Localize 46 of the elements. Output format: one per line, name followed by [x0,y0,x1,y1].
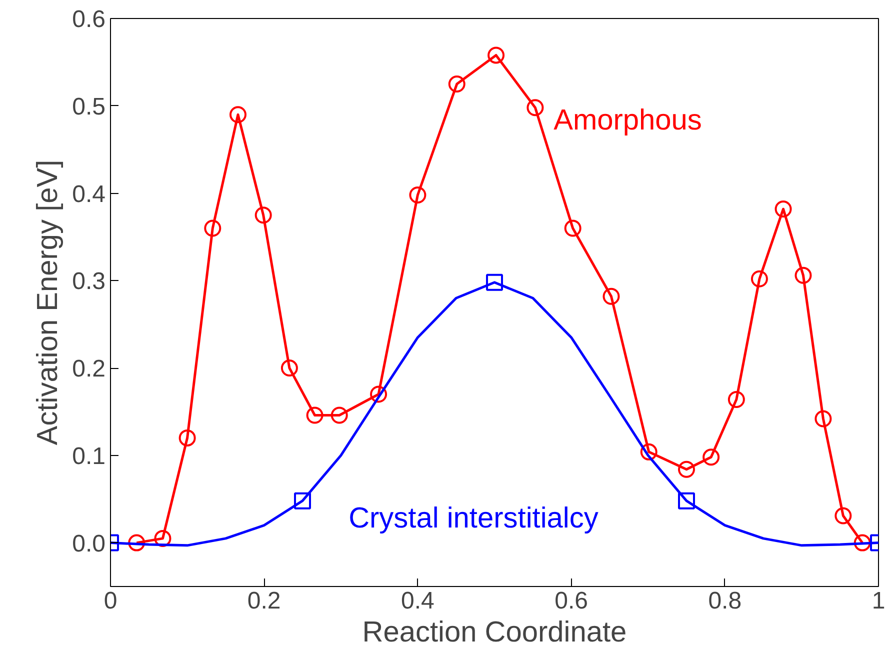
series-label: Amorphous [554,104,702,137]
x-axis-title: Reaction Coordinate [362,616,627,648]
point [128,534,146,552]
y-tick-label: 0.1 [72,442,106,470]
x-tick-label: 0 [104,588,118,614]
x-tick-label: 1 [872,588,886,614]
point [294,492,311,510]
point [702,448,720,466]
point [229,106,246,124]
point [794,266,812,284]
x-tick-label: 0.2 [247,588,281,614]
point [254,206,272,224]
y-tick-label: 0.5 [72,93,106,120]
point [154,530,172,547]
point [306,406,324,424]
y-tick-label: 0.3 [72,268,106,296]
point [486,274,503,291]
point [602,288,620,305]
point [178,429,196,446]
point [488,46,505,64]
x-tick-label: 0.6 [554,588,588,614]
point [640,443,658,460]
point [750,270,768,288]
y-tick-label: 0.4 [72,180,106,208]
x-tick-label: 0.8 [708,588,742,614]
point [774,200,792,218]
y-axis-title: Activation Energy [eV] [32,160,64,446]
y-tick-label: 0.2 [72,356,106,383]
point [204,220,222,237]
y-tick-label: 0.0 [72,530,106,558]
point [330,406,348,424]
x-tick-label: 0.4 [401,588,434,614]
point [448,76,466,93]
point [409,186,426,204]
point [280,360,298,377]
point [854,534,871,552]
y-tick-label: 0.6 [72,6,106,33]
point [814,410,832,428]
point [728,391,745,408]
point [834,507,852,524]
point [678,460,695,478]
series-label: Crystal interstitialcy [348,502,599,534]
point [526,99,544,116]
point [370,386,388,403]
point [564,220,582,237]
point [678,492,695,510]
